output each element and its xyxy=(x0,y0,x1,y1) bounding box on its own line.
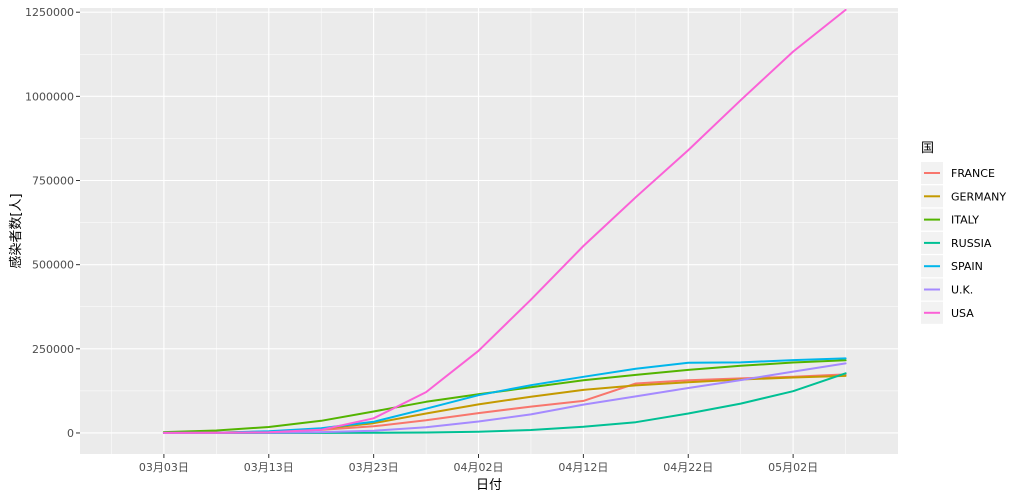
minor-gridlines xyxy=(80,8,898,454)
x-tick-label: 04月02日 xyxy=(454,461,504,474)
y-tick-label: 500000 xyxy=(32,259,74,272)
x-tick-label: 03月23日 xyxy=(349,461,399,474)
x-axis: 03月03日 03月13日 03月23日 04月02日 04月12日 04月22日 05月0… xyxy=(139,454,818,474)
legend-title: 国 xyxy=(921,141,934,156)
legend-label-usa: USA xyxy=(951,307,974,320)
y-tick-label: 0 xyxy=(67,427,74,440)
x-tick-label: 05月02日 xyxy=(768,461,818,474)
x-axis-title: 日付 xyxy=(476,478,502,493)
y-tick-label: 1250000 xyxy=(25,6,74,19)
legend-label-italy: ITALY xyxy=(951,214,979,227)
y-tick-label: 750000 xyxy=(32,175,74,188)
y-axis: 0 250000 500000 750000 1000000 1250000 xyxy=(25,6,80,440)
x-tick-label: 04月22日 xyxy=(663,461,713,474)
legend-label-france: FRANCE xyxy=(951,167,995,180)
x-tick-label: 03月13日 xyxy=(244,461,294,474)
series-line-usa xyxy=(162,8,847,434)
legend: 国 FRANCE GERMANY ITALY RUSSIA SPAIN U.K. USA xyxy=(921,141,1006,324)
legend-label-spain: SPAIN xyxy=(951,260,983,273)
x-tick-label: 03月03日 xyxy=(139,461,189,474)
panel-background xyxy=(80,8,898,454)
series-line-spain xyxy=(162,357,847,434)
y-tick-label: 1000000 xyxy=(25,90,74,103)
x-tick-label: 04月12日 xyxy=(558,461,608,474)
series-lines xyxy=(162,8,847,434)
legend-label-uk: U.K. xyxy=(951,284,973,297)
legend-label-germany: GERMANY xyxy=(951,190,1006,203)
y-axis-title: 感染者数[人] xyxy=(8,193,24,268)
legend-label-russia: RUSSIA xyxy=(951,237,992,250)
y-tick-label: 250000 xyxy=(32,343,74,356)
